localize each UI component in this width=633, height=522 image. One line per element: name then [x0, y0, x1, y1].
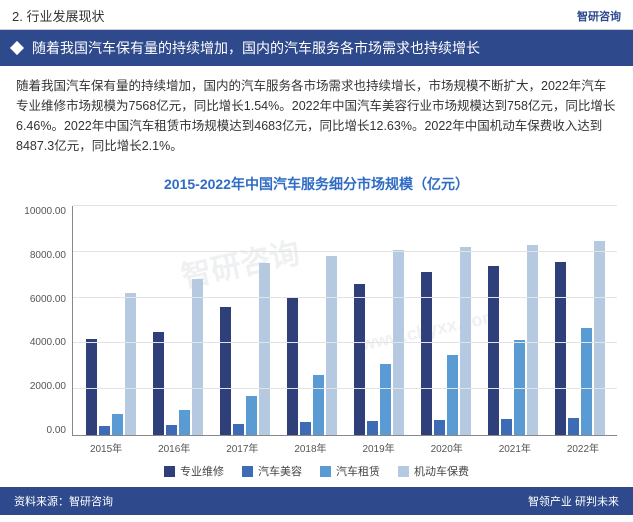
bar-group — [555, 206, 605, 435]
bar — [594, 241, 605, 435]
bar — [99, 426, 110, 435]
diamond-icon — [10, 41, 24, 55]
legend-swatch — [164, 466, 175, 477]
legend-item: 专业维修 — [164, 463, 224, 479]
y-tick: 4000.00 — [30, 337, 66, 348]
grid-line — [73, 297, 617, 298]
bar-group — [354, 206, 404, 435]
bar — [380, 364, 391, 435]
section-label: 2. 行业发展现状 — [12, 6, 104, 25]
legend-item: 机动车保费 — [398, 463, 469, 479]
y-tick: 6000.00 — [30, 294, 66, 305]
grid-line — [73, 205, 617, 206]
bar — [568, 418, 579, 435]
grid-line — [73, 388, 617, 389]
y-tick: 2000.00 — [30, 381, 66, 392]
x-tick: 2022年 — [567, 440, 599, 455]
x-tick: 2018年 — [294, 440, 326, 455]
plot-area — [72, 206, 617, 436]
bar — [86, 339, 97, 435]
bar — [460, 247, 471, 435]
bar — [125, 293, 136, 435]
bar — [259, 263, 270, 435]
bar-group — [86, 206, 136, 435]
source-text: 资料来源：智研咨询 — [14, 493, 113, 509]
y-axis: 0.00 2000.00 4000.00 6000.00 8000.00 10000.00 — [16, 206, 72, 436]
paragraph: 随着我国汽车保有量的持续增加，国内的汽车服务各市场需求也持续增长，市场规模不断扩… — [0, 66, 633, 160]
bar — [192, 279, 203, 435]
bar-group — [220, 206, 270, 435]
x-tick: 2017年 — [226, 440, 258, 455]
bar-groups — [73, 206, 617, 435]
footer: 资料来源：智研咨询 智领产业 研判未来 — [0, 487, 633, 515]
legend-item: 汽车租赁 — [320, 463, 380, 479]
bar — [447, 355, 458, 435]
chart-wrap: 0.00 2000.00 4000.00 6000.00 8000.00 10000.00 — [16, 206, 617, 436]
bar — [153, 332, 164, 435]
legend-label: 汽车租赁 — [336, 463, 380, 479]
bar — [488, 266, 499, 435]
legend: 专业维修 汽车美容 汽车租赁 机动车保费 — [16, 463, 617, 479]
grid-line — [73, 251, 617, 252]
bar-group — [153, 206, 203, 435]
y-tick: 0.00 — [47, 425, 66, 436]
bar — [287, 298, 298, 435]
banner: 随着我国汽车保有量的持续增加，国内的汽车服务各市场需求也持续增长 — [0, 30, 633, 66]
bar — [326, 256, 337, 435]
chart-title: 2015-2022年中国汽车服务细分市场规模（亿元） — [16, 174, 617, 194]
brand-top: 智研咨询 — [577, 8, 621, 24]
legend-label: 汽车美容 — [258, 463, 302, 479]
bar — [220, 307, 231, 435]
x-tick: 2020年 — [431, 440, 463, 455]
bar — [166, 425, 177, 435]
bar — [179, 410, 190, 435]
legend-swatch — [242, 466, 253, 477]
section-header: 2. 行业发展现状 智研咨询 — [0, 0, 633, 30]
x-axis: 2015年 2016年 2017年 2018年 2019年 2020年 2021年 2022年 — [72, 440, 617, 455]
x-tick: 2015年 — [90, 440, 122, 455]
y-tick: 10000.00 — [24, 206, 66, 217]
bar — [246, 396, 257, 435]
bar — [555, 262, 566, 435]
x-tick: 2016年 — [158, 440, 190, 455]
x-tick: 2019年 — [362, 440, 394, 455]
tagline-text: 智领产业 研判未来 — [528, 493, 619, 509]
bar — [501, 419, 512, 435]
legend-label: 机动车保费 — [414, 463, 469, 479]
bar-group — [421, 206, 471, 435]
banner-text: 随着我国汽车保有量的持续增加，国内的汽车服务各市场需求也持续增长 — [32, 38, 480, 58]
bar-group — [287, 206, 337, 435]
legend-item: 汽车美容 — [242, 463, 302, 479]
bar-group — [488, 206, 538, 435]
bar — [354, 284, 365, 435]
bar — [434, 420, 445, 435]
legend-swatch — [398, 466, 409, 477]
legend-swatch — [320, 466, 331, 477]
chart-area: 智研咨询 www.chyxx.com 2015-2022年中国汽车服务细分市场规… — [0, 160, 633, 487]
y-tick: 8000.00 — [30, 250, 66, 261]
bar — [581, 328, 592, 435]
bar — [300, 422, 311, 435]
grid-line — [73, 342, 617, 343]
bar — [112, 414, 123, 435]
x-tick: 2021年 — [499, 440, 531, 455]
page-container: 2. 行业发展现状 智研咨询 随着我国汽车保有量的持续增加，国内的汽车服务各市场… — [0, 0, 633, 515]
legend-label: 专业维修 — [180, 463, 224, 479]
bar — [313, 375, 324, 435]
bar — [233, 424, 244, 435]
bar — [367, 421, 378, 435]
bar — [527, 245, 538, 435]
